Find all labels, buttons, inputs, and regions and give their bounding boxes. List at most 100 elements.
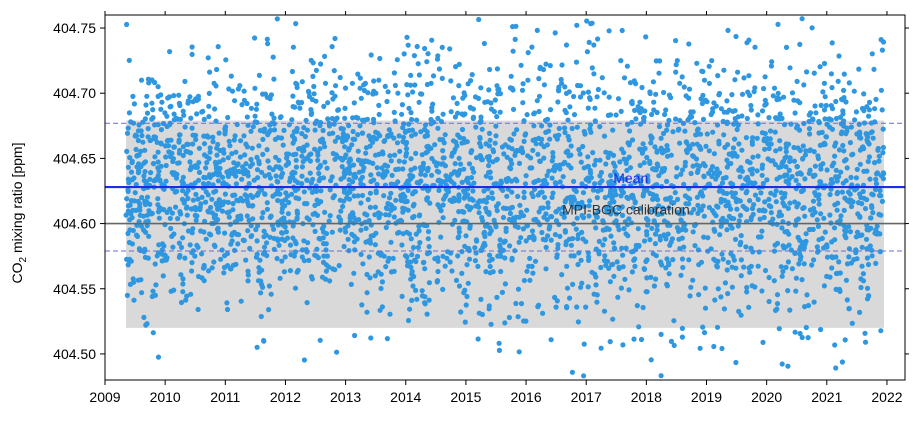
data-point (254, 238, 260, 244)
data-point (235, 214, 241, 220)
data-point (169, 233, 175, 239)
data-point (346, 167, 352, 173)
data-point (527, 165, 533, 171)
data-point (782, 203, 788, 209)
data-point (187, 242, 193, 248)
data-point (168, 225, 174, 232)
data-point (761, 136, 768, 142)
data-point (195, 306, 201, 313)
data-point (838, 169, 844, 175)
data-point (406, 231, 413, 237)
data-point (372, 273, 378, 279)
data-point (585, 284, 591, 290)
data-point (759, 130, 766, 136)
data-point (568, 165, 574, 171)
y-tick-label: 404.65 (53, 150, 96, 166)
data-point (478, 296, 484, 302)
data-point (331, 193, 337, 199)
data-point (388, 131, 394, 137)
data-point (478, 143, 484, 150)
data-point (864, 285, 871, 291)
data-point (519, 87, 526, 93)
data-point (418, 91, 424, 97)
data-point (312, 187, 318, 193)
data-point (849, 320, 855, 326)
data-point (778, 190, 784, 196)
data-point (720, 175, 726, 181)
data-point (597, 124, 603, 130)
data-point (580, 190, 587, 196)
data-point (879, 47, 886, 53)
data-point (288, 252, 294, 258)
data-point (584, 49, 591, 55)
data-point (440, 148, 446, 154)
data-point (424, 196, 430, 202)
data-point (821, 60, 828, 67)
data-point (649, 135, 655, 141)
data-point (607, 279, 614, 285)
data-point (698, 189, 704, 195)
data-point (150, 330, 156, 336)
data-point (844, 165, 850, 171)
data-point (435, 268, 441, 275)
data-point (598, 187, 604, 193)
data-point (442, 132, 448, 138)
data-point (568, 199, 574, 205)
data-point (536, 76, 542, 82)
data-point (641, 160, 647, 166)
data-point (296, 100, 302, 106)
data-point (254, 154, 260, 160)
data-point (216, 197, 222, 203)
data-point (714, 264, 721, 270)
data-point (772, 192, 778, 198)
data-point (646, 208, 653, 214)
data-point (248, 105, 254, 111)
data-point (542, 117, 549, 123)
data-point (203, 199, 209, 205)
data-point (839, 189, 846, 195)
data-point (456, 229, 462, 235)
data-point (681, 84, 687, 90)
data-point (715, 73, 721, 79)
data-point (299, 131, 305, 137)
data-point (304, 127, 311, 133)
data-point (799, 16, 805, 22)
data-point (516, 349, 522, 355)
data-point (488, 175, 494, 181)
data-point (737, 174, 743, 180)
data-point (281, 215, 287, 221)
data-point (267, 122, 273, 128)
data-point (587, 198, 593, 204)
data-point (555, 99, 561, 105)
data-point (203, 189, 209, 195)
data-point (215, 226, 221, 232)
data-point (692, 120, 698, 126)
data-point (320, 175, 327, 181)
data-point (874, 171, 880, 177)
data-point (399, 242, 405, 248)
data-point (574, 304, 580, 310)
data-point (549, 158, 555, 164)
data-point (739, 91, 746, 97)
data-point (435, 202, 441, 208)
data-point (404, 82, 410, 88)
data-point (436, 66, 442, 72)
data-point (497, 237, 503, 243)
data-point (632, 179, 638, 186)
data-point (421, 259, 427, 265)
data-point (177, 116, 183, 122)
data-point (198, 228, 204, 234)
data-point (124, 21, 130, 28)
data-point (402, 253, 409, 259)
data-point (352, 247, 358, 253)
data-point (478, 114, 484, 120)
data-point (679, 325, 686, 331)
data-point (226, 214, 232, 220)
data-point (419, 288, 425, 294)
data-point (384, 336, 390, 342)
data-point (491, 181, 497, 187)
data-point (529, 228, 536, 234)
data-point (249, 145, 255, 151)
data-point (706, 63, 712, 69)
data-point (329, 229, 335, 235)
